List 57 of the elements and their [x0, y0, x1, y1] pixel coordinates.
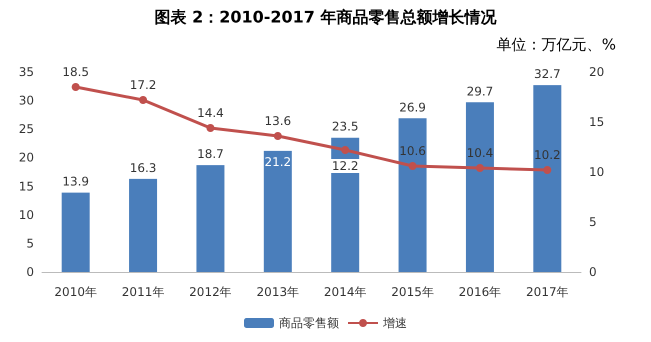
- bar: [466, 102, 494, 272]
- data-label: 16.3: [130, 160, 156, 175]
- y2-tick-label: 15: [589, 115, 604, 129]
- legend-label: 商品零售额: [279, 316, 339, 330]
- data-label: 32.7: [534, 67, 561, 82]
- data-label: 23.5: [332, 120, 359, 134]
- data-label: 14.4: [197, 106, 224, 120]
- point: [72, 83, 80, 91]
- data-label: 26.9: [399, 100, 426, 114]
- x-tick-label: 2015年: [391, 285, 434, 299]
- data-label: 10.2: [534, 148, 561, 162]
- x-tick-label: 2017年: [526, 285, 569, 299]
- data-label: 13.6: [264, 114, 292, 128]
- y-tick-label: 10: [18, 208, 34, 222]
- data-label: 17.2: [130, 78, 156, 92]
- bar: [331, 138, 360, 272]
- point: [139, 96, 148, 104]
- y2-tick-label: 5: [589, 215, 597, 229]
- bar: [129, 178, 158, 272]
- point: [543, 166, 552, 174]
- bar: [62, 192, 90, 272]
- bar: [398, 118, 427, 272]
- y2-tick-label: 10: [589, 165, 604, 179]
- point: [476, 164, 484, 172]
- legend-label: 增速: [382, 316, 407, 330]
- y-tick-label: 25: [18, 122, 34, 136]
- y-tick-label: 0: [26, 265, 34, 279]
- x-tick-label: 2013年: [256, 285, 300, 299]
- y-tick-label: 5: [26, 236, 34, 250]
- y-tick-label: 30: [18, 94, 34, 108]
- data-label: 10.4: [466, 146, 494, 160]
- x-tick-label: 2014年: [324, 285, 366, 299]
- bar: [196, 165, 224, 272]
- point: [274, 132, 282, 140]
- point: [206, 124, 214, 132]
- bar: [264, 150, 292, 272]
- x-tick-label: 2012年: [189, 285, 232, 299]
- y-tick-label: 15: [18, 179, 34, 194]
- chart-subtitle: 单位：万亿元、%: [496, 36, 616, 54]
- x-tick-label: 2010年: [54, 285, 97, 299]
- bar: [533, 85, 562, 272]
- y-tick-label: 20: [18, 150, 34, 165]
- chart-title: 图表 2：2010-2017 年商品零售总额增长情况: [154, 8, 498, 26]
- x-tick-label: 2016年: [458, 285, 502, 299]
- data-label: 18.7: [197, 147, 224, 162]
- data-label: 13.9: [62, 174, 90, 189]
- data-label: 21.2: [264, 154, 292, 169]
- y-tick-label: 35: [18, 65, 34, 79]
- x-tick-label: 2011年: [122, 285, 164, 299]
- data-label: 18.5: [62, 65, 90, 79]
- point: [341, 146, 350, 154]
- data-label: 10.6: [399, 144, 426, 158]
- y2-tick-label: 20: [589, 65, 604, 79]
- data-label: 12.2: [332, 159, 359, 173]
- y2-tick-label: 0: [589, 265, 597, 279]
- data-label: 29.7: [466, 84, 494, 98]
- point: [408, 162, 417, 170]
